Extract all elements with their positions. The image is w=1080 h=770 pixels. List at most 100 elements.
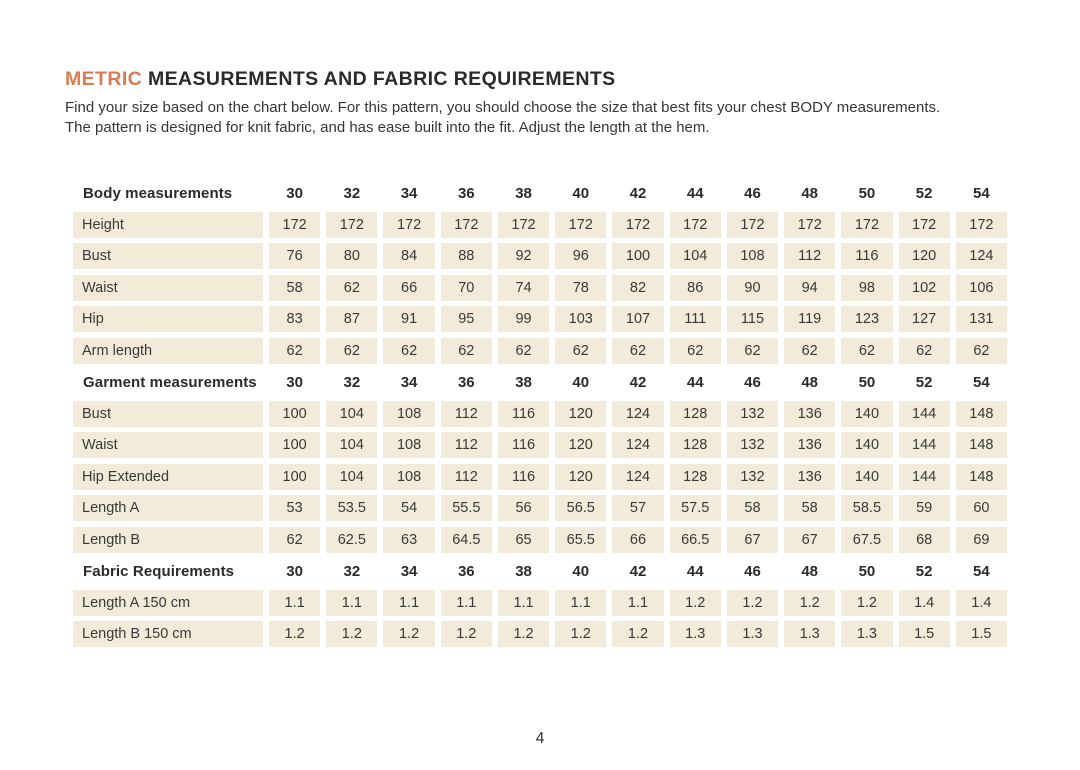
measurement-cell: 1.1 bbox=[612, 589, 664, 616]
measurement-cell: 140 bbox=[841, 400, 893, 427]
measurement-cell: 53 bbox=[269, 495, 321, 521]
measurement-cell: 60 bbox=[955, 495, 1007, 521]
measurement-cell: 86 bbox=[669, 274, 721, 301]
measurement-cell: 58 bbox=[784, 495, 836, 521]
page-title: METRIC MEASUREMENTS AND FABRIC REQUIREME… bbox=[65, 68, 1015, 91]
measurement-cell: 66 bbox=[383, 274, 435, 301]
measurement-cell: 1.1 bbox=[440, 589, 492, 616]
measurement-cell: 65 bbox=[497, 526, 550, 553]
measurement-cell: 84 bbox=[383, 243, 435, 269]
row-label: Length B 150 cm bbox=[73, 621, 263, 647]
measurement-cell: 65.5 bbox=[555, 526, 607, 553]
measurement-cell: 1.2 bbox=[612, 621, 664, 647]
measurement-cell: 131 bbox=[955, 306, 1007, 332]
measurement-cell: 1.2 bbox=[555, 621, 607, 647]
measurement-cell: 128 bbox=[669, 463, 721, 490]
size-column-header: 32 bbox=[343, 562, 361, 580]
measurement-cell: 57 bbox=[612, 495, 664, 521]
measurement-cell: 172 bbox=[497, 211, 550, 238]
measurement-cell: 128 bbox=[669, 400, 721, 427]
measurement-cell: 172 bbox=[726, 211, 779, 238]
measurement-cell: 62.5 bbox=[326, 526, 378, 553]
measurement-cell: 62 bbox=[841, 337, 893, 364]
measurement-cell: 1.3 bbox=[726, 621, 779, 647]
measurement-cell: 120 bbox=[555, 463, 607, 490]
measurement-cell: 62 bbox=[612, 337, 664, 364]
measurement-cell: 56.5 bbox=[555, 495, 607, 521]
section-header: Garment measurements bbox=[83, 373, 257, 391]
measurement-cell: 59 bbox=[898, 495, 950, 521]
measurement-cell: 62 bbox=[440, 337, 492, 364]
measurement-cell: 62 bbox=[269, 526, 321, 553]
measurement-cell: 144 bbox=[898, 463, 950, 490]
measurement-cell: 1.5 bbox=[955, 621, 1007, 647]
size-column-header: 50 bbox=[858, 373, 876, 391]
measurement-cell: 1.1 bbox=[326, 589, 378, 616]
measurement-cell: 123 bbox=[841, 306, 893, 332]
measurement-cell: 1.3 bbox=[841, 621, 893, 647]
size-column-header: 42 bbox=[629, 373, 647, 391]
measurement-cell: 1.3 bbox=[784, 621, 836, 647]
measurement-cell: 78 bbox=[555, 274, 607, 301]
size-column-header: 32 bbox=[343, 184, 361, 202]
measurement-cell: 104 bbox=[326, 463, 378, 490]
measurement-cell: 172 bbox=[669, 211, 721, 238]
measurement-cell: 148 bbox=[955, 400, 1007, 427]
size-column-header: 36 bbox=[457, 373, 475, 391]
measurement-cell: 62 bbox=[497, 337, 550, 364]
measurement-cell: 108 bbox=[383, 400, 435, 427]
size-column-header: 30 bbox=[286, 184, 303, 202]
measurement-cell: 62 bbox=[955, 337, 1007, 364]
measurement-cell: 1.1 bbox=[383, 589, 435, 616]
measurement-cell: 120 bbox=[555, 400, 607, 427]
size-table: Body measurements 30 32 34 36 38 40 42 44 46 48 50 5… bbox=[73, 180, 1007, 647]
measurement-cell: 70 bbox=[440, 274, 492, 301]
measurement-cell: 62 bbox=[555, 337, 607, 364]
measurement-cell: 58.5 bbox=[841, 495, 893, 521]
measurement-cell: 1.2 bbox=[784, 589, 836, 616]
measurement-cell: 104 bbox=[326, 400, 378, 427]
measurement-cell: 80 bbox=[326, 243, 378, 269]
measurement-cell: 62 bbox=[326, 274, 378, 301]
measurement-cell: 115 bbox=[726, 306, 779, 332]
intro-line-2: The pattern is designed for knit fabric,… bbox=[65, 118, 710, 136]
size-column-header: 44 bbox=[686, 184, 704, 202]
measurement-cell: 172 bbox=[612, 211, 664, 238]
size-column-header: 30 bbox=[286, 562, 303, 580]
measurement-cell: 74 bbox=[497, 274, 550, 301]
measurement-cell: 69 bbox=[955, 526, 1007, 553]
size-column-header: 48 bbox=[801, 562, 819, 580]
measurement-cell: 107 bbox=[612, 306, 664, 332]
measurement-cell: 54 bbox=[383, 495, 435, 521]
measurement-cell: 67 bbox=[784, 526, 836, 553]
measurement-cell: 172 bbox=[383, 211, 435, 238]
size-column-header: 44 bbox=[686, 562, 704, 580]
measurement-cell: 124 bbox=[612, 463, 664, 490]
size-column-header: 50 bbox=[858, 562, 876, 580]
measurement-cell: 132 bbox=[726, 463, 779, 490]
measurement-cell: 172 bbox=[784, 211, 836, 238]
measurement-cell: 98 bbox=[841, 274, 893, 301]
measurement-cell: 62 bbox=[269, 337, 321, 364]
row-label: Bust bbox=[73, 400, 263, 427]
measurement-cell: 128 bbox=[669, 432, 721, 458]
section-header: Body measurements bbox=[83, 184, 233, 202]
measurement-cell: 119 bbox=[784, 306, 836, 332]
measurement-cell: 136 bbox=[784, 432, 836, 458]
measurement-cell: 1.2 bbox=[497, 621, 550, 647]
row-label: Hip bbox=[73, 306, 263, 332]
size-column-header: 54 bbox=[973, 373, 990, 391]
measurement-cell: 100 bbox=[269, 400, 321, 427]
size-column-header: 32 bbox=[343, 373, 361, 391]
measurement-cell: 58 bbox=[269, 274, 321, 301]
measurement-cell: 62 bbox=[383, 337, 435, 364]
measurement-cell: 62 bbox=[326, 337, 378, 364]
measurement-cell: 88 bbox=[440, 243, 492, 269]
measurement-cell: 100 bbox=[269, 432, 321, 458]
measurement-cell: 116 bbox=[497, 432, 550, 458]
size-column-header: 52 bbox=[915, 373, 933, 391]
size-column-header: 40 bbox=[572, 373, 590, 391]
measurement-cell: 124 bbox=[955, 243, 1007, 269]
measurement-cell: 66.5 bbox=[669, 526, 721, 553]
measurement-cell: 87 bbox=[326, 306, 378, 332]
